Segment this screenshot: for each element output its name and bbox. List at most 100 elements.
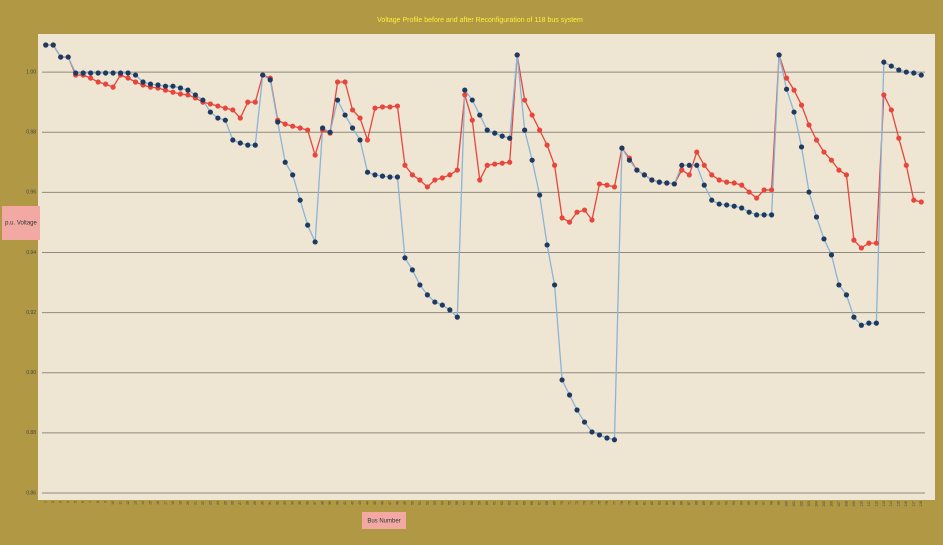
data-point [342,79,348,85]
data-point [746,209,752,215]
data-point [342,112,348,118]
data-point [237,115,243,121]
data-point [170,89,176,95]
data-point [402,255,408,261]
x-tick-label: 84 [665,501,669,505]
data-point [117,70,124,76]
data-point [768,187,775,193]
data-point [798,144,805,150]
x-tick-label: 62 [500,501,504,505]
data-point [514,52,520,58]
y-axis-label: p.u. Voltage [5,221,37,227]
data-point [559,215,565,221]
x-tick-label: 60 [485,501,489,505]
data-point [43,42,49,48]
x-tick-label: 40 [336,501,340,505]
data-point [499,133,505,139]
data-point [372,105,378,111]
x-tick-label: 7 [89,501,93,503]
data-point [783,86,790,92]
data-point [492,130,498,136]
x-tick-label: 68 [545,501,549,505]
x-tick-label: 30 [261,501,265,505]
data-point [701,182,707,188]
x-tick-label: 98 [770,501,774,505]
y-tick-label: 0.86 [26,490,36,496]
data-point [724,202,730,208]
data-point [447,172,453,178]
data-point [566,219,573,225]
x-tick-label: 10 [111,501,115,505]
data-point [125,75,131,81]
y-tick-label: 0.90 [26,370,36,376]
data-point [469,117,475,123]
x-tick-label: 65 [523,501,527,505]
x-tick-label: 16 [156,501,160,505]
data-point [334,97,341,103]
plot-area [38,34,935,500]
x-tick-label: 21 [193,501,197,505]
x-tick-label: 52 [425,501,429,505]
data-point [50,42,56,48]
data-point [454,167,460,173]
x-tick-label: 64 [515,501,519,505]
data-point [424,184,430,190]
data-point [260,72,266,78]
data-point [716,177,722,183]
data-point [761,187,767,193]
data-point [694,149,700,155]
x-tick-label: 83 [657,501,661,505]
data-point [417,177,423,183]
data-point [297,197,303,203]
data-point [574,407,580,413]
x-tick-label: 108 [844,501,848,507]
y-tick-label: 1.00 [26,69,36,75]
data-point [537,127,543,133]
data-point [873,320,879,326]
y-tick-label: 0.96 [26,190,36,196]
x-tick-label: 35 [298,501,302,505]
data-point [290,123,296,129]
data-point [357,115,363,121]
x-tick-label: 29 [253,501,257,505]
data-point [888,63,894,69]
data-point [761,212,767,218]
x-tick-label: 31 [268,501,272,505]
data-point [387,174,393,180]
data-point [162,87,169,93]
data-point [200,97,206,103]
data-point [379,104,386,110]
x-tick-label: 38 [321,501,325,505]
data-point [611,437,618,443]
x-tick-label: 110 [859,501,863,507]
data-point [694,162,700,168]
x-tick-label: 105 [822,501,826,507]
data-point [327,129,333,135]
data-point [589,429,595,435]
x-tick-label: 46 [380,501,384,505]
x-tick-label: 88 [695,501,699,505]
data-point [409,172,416,178]
x-tick-label: 34 [291,501,295,505]
data-point [507,159,513,165]
data-point [484,127,490,133]
x-tick-label: 82 [650,501,654,505]
data-point [88,75,94,81]
data-point [282,159,288,165]
data-point [522,127,528,133]
data-point [252,142,258,148]
data-point [858,322,864,328]
y-tick-label: 0.94 [26,250,36,256]
x-tick-label: 54 [440,501,444,505]
data-point [544,142,550,148]
data-point [724,179,730,185]
data-point [679,162,685,168]
data-point [364,137,371,143]
x-tick-label: 8 [96,501,100,503]
y-tick-label: 0.88 [26,430,36,436]
x-tick-label: 113 [882,501,886,507]
data-point [177,91,184,97]
x-tick-label: 12 [126,501,130,505]
data-point [522,97,528,103]
data-point [462,87,468,93]
